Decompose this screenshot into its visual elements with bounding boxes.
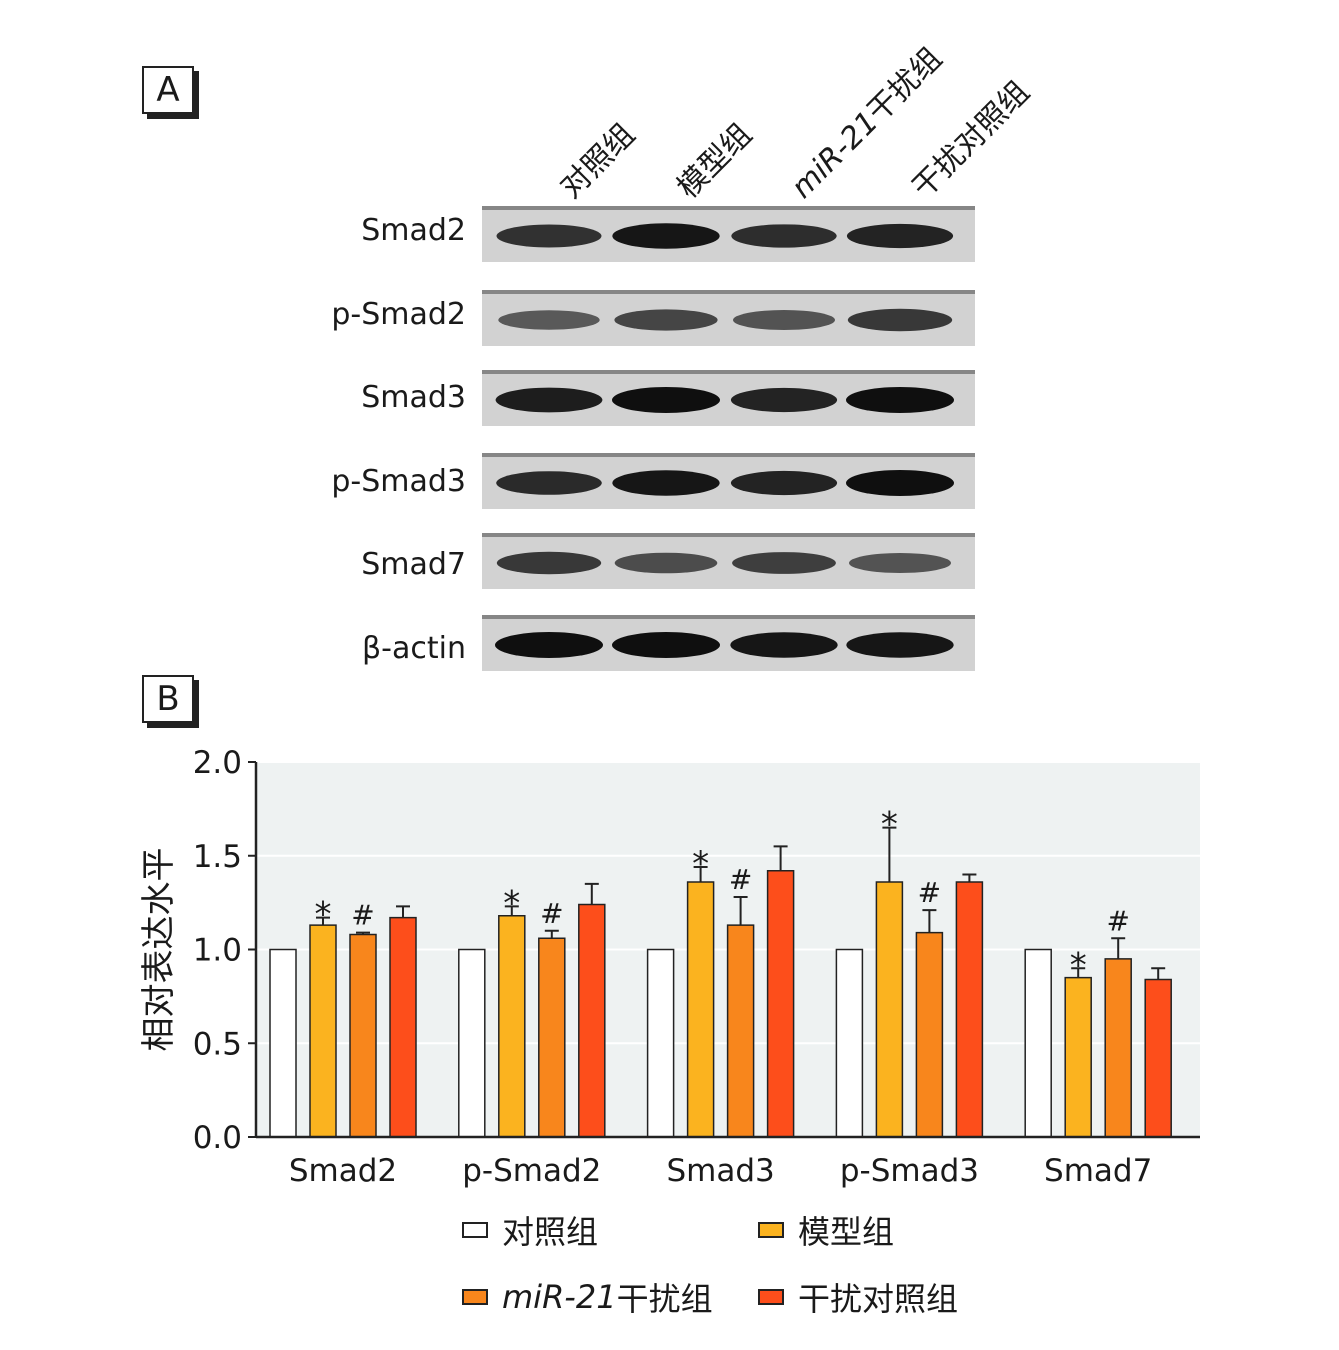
blot-band — [498, 310, 600, 330]
blot-label-smad7: Smad7 — [361, 547, 466, 582]
bar — [835, 948, 864, 1138]
blot-label-beta-actin: β-actin — [362, 631, 466, 666]
blot-label-p-smad3: p-Smad3 — [331, 464, 466, 499]
blot-band — [849, 553, 951, 573]
bar — [875, 881, 904, 1138]
blot-band — [846, 470, 954, 496]
legend-swatch-control — [462, 1222, 488, 1238]
blot-strip-smad3 — [482, 370, 975, 426]
blot-band — [496, 224, 602, 248]
y-tick-label: 1.5 — [193, 839, 242, 875]
blot-band — [730, 632, 838, 658]
blot-band — [730, 470, 838, 496]
y-tick-label: 0.5 — [193, 1026, 242, 1062]
legend-swatch-interference-control — [758, 1289, 784, 1305]
x-tick-label: p-Smad2 — [462, 1153, 601, 1189]
blot-label-smad3: Smad3 — [361, 380, 466, 415]
bar — [766, 870, 795, 1138]
legend-label-mir21-prefix: miR-21 — [502, 1278, 617, 1316]
blot-band — [733, 310, 835, 330]
blot-band — [496, 471, 602, 495]
blot-label-smad2: Smad2 — [361, 213, 466, 248]
blot-edge — [482, 615, 975, 619]
bar — [498, 915, 526, 1138]
blot-band — [846, 632, 954, 658]
bar — [1144, 978, 1172, 1138]
blot-band — [846, 223, 954, 249]
x-tick-label: Smad2 — [289, 1153, 397, 1189]
blot-band — [732, 552, 836, 574]
blot-band — [614, 552, 718, 574]
blot-strip-smad2 — [482, 206, 975, 262]
bar — [389, 916, 417, 1138]
blot-strip-beta-actin — [482, 615, 975, 671]
bar — [538, 937, 566, 1138]
legend-item-control: 对照组 — [462, 1207, 598, 1253]
blot-edge — [482, 206, 975, 210]
blot-edge — [482, 290, 975, 294]
significance-mark: * — [315, 895, 332, 935]
blot-band — [614, 309, 718, 331]
blot-edge — [482, 533, 975, 537]
blot-edge — [482, 453, 975, 457]
y-tick-label: 1.0 — [193, 933, 242, 969]
x-tick-label: p-Smad3 — [840, 1153, 979, 1189]
blot-band — [612, 632, 720, 658]
legend-label-mir21-suffix: 干扰组 — [616, 1280, 713, 1318]
significance-mark: # — [918, 876, 941, 909]
bar — [269, 948, 297, 1138]
blot-strip-p-smad3 — [482, 453, 975, 509]
legend-label-interference-control: 干扰对照组 — [798, 1280, 959, 1318]
blot-label-p-smad2: p-Smad2 — [331, 297, 466, 332]
bar — [915, 931, 944, 1138]
bar — [458, 948, 486, 1138]
bar — [1024, 948, 1052, 1138]
blot-edge — [482, 370, 975, 374]
legend-label-model: 模型组 — [798, 1213, 895, 1251]
bar — [349, 933, 377, 1138]
significance-mark: * — [1070, 945, 1087, 985]
blot-band — [495, 387, 603, 413]
x-tick-label: Smad7 — [1044, 1153, 1152, 1189]
significance-mark: * — [881, 805, 898, 845]
significance-mark: # — [351, 899, 374, 932]
significance-mark: * — [503, 883, 520, 923]
significance-mark: # — [729, 863, 752, 896]
significance-mark: * — [692, 844, 709, 884]
blot-band — [847, 308, 953, 332]
legend-item-interference-control: 干扰对照组 — [758, 1274, 958, 1320]
significance-mark: # — [1106, 904, 1129, 937]
blot-strip-smad7 — [482, 533, 975, 589]
legend-item-model: 模型组 — [758, 1207, 894, 1253]
y-tick-label: 0.0 — [193, 1120, 242, 1156]
significance-mark: # — [540, 897, 563, 930]
blot-band — [730, 387, 838, 413]
bar — [578, 903, 606, 1138]
panel-label-a: A — [142, 66, 194, 114]
legend-label-control: 对照组 — [502, 1213, 599, 1251]
blot-band — [612, 387, 720, 413]
legend-swatch-model — [758, 1222, 784, 1238]
x-tick-label: Smad3 — [666, 1153, 774, 1189]
blot-band — [612, 470, 720, 496]
blot-band — [612, 223, 720, 249]
bar — [1104, 958, 1132, 1138]
bar — [726, 924, 755, 1138]
legend-swatch-mir21-interference — [462, 1289, 488, 1305]
blot-band — [731, 224, 837, 248]
bar — [1064, 976, 1092, 1138]
y-tick-label: 2.0 — [193, 745, 242, 781]
blot-band — [846, 387, 954, 413]
blot-band — [496, 551, 602, 575]
legend-item-mir21-interference: miR-21 干扰组 — [462, 1274, 713, 1320]
panel-label-b: B — [142, 675, 194, 723]
bar — [686, 881, 715, 1138]
blot-strip-p-smad2 — [482, 290, 975, 346]
bar — [309, 924, 337, 1138]
blot-band — [495, 632, 603, 658]
bar — [955, 881, 984, 1138]
y-axis-label: 相对表达水平 — [139, 848, 179, 1052]
bar — [646, 948, 675, 1138]
